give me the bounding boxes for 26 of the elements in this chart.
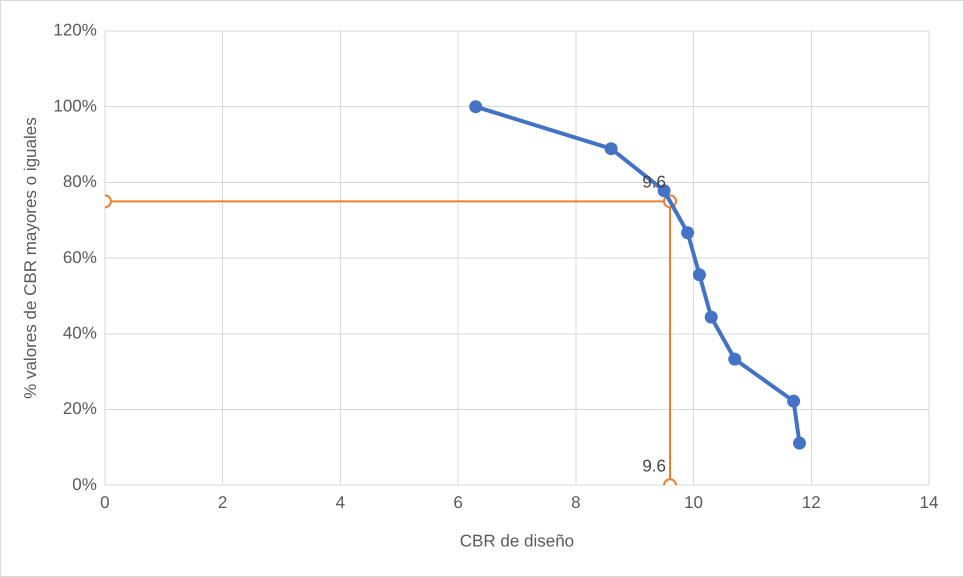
y-tick-label: 120%	[53, 20, 97, 40]
y-tick-label: 40%	[62, 323, 97, 342]
y-tick-label: 60%	[62, 248, 97, 267]
point	[681, 226, 694, 240]
y-tick-label: 100%	[53, 96, 97, 116]
point	[787, 394, 800, 408]
x-tick-label: 6	[453, 493, 463, 512]
y-axis-title: % valores de CBR mayores o iguales	[20, 117, 40, 399]
x-tick-label: 8	[571, 493, 581, 512]
y-tick-label: 20%	[62, 399, 97, 418]
x-tick-label: 12	[802, 493, 821, 512]
point	[792, 436, 806, 450]
x-axis-title: CBR de diseño	[460, 531, 574, 550]
annotation: 9.6	[642, 456, 666, 476]
point	[692, 268, 706, 282]
x-tick-label: 2	[218, 493, 228, 512]
point	[604, 142, 618, 156]
x-tick-label: 14	[920, 493, 938, 512]
x-tick-label: 4	[336, 493, 346, 512]
y-tick-label: 80%	[62, 172, 97, 192]
point	[728, 352, 742, 366]
y-tick-label: 0%	[72, 474, 97, 494]
point	[704, 310, 718, 324]
point	[469, 100, 482, 114]
x-tick-label: 10	[684, 493, 703, 512]
x-tick-label: 0	[100, 493, 110, 512]
